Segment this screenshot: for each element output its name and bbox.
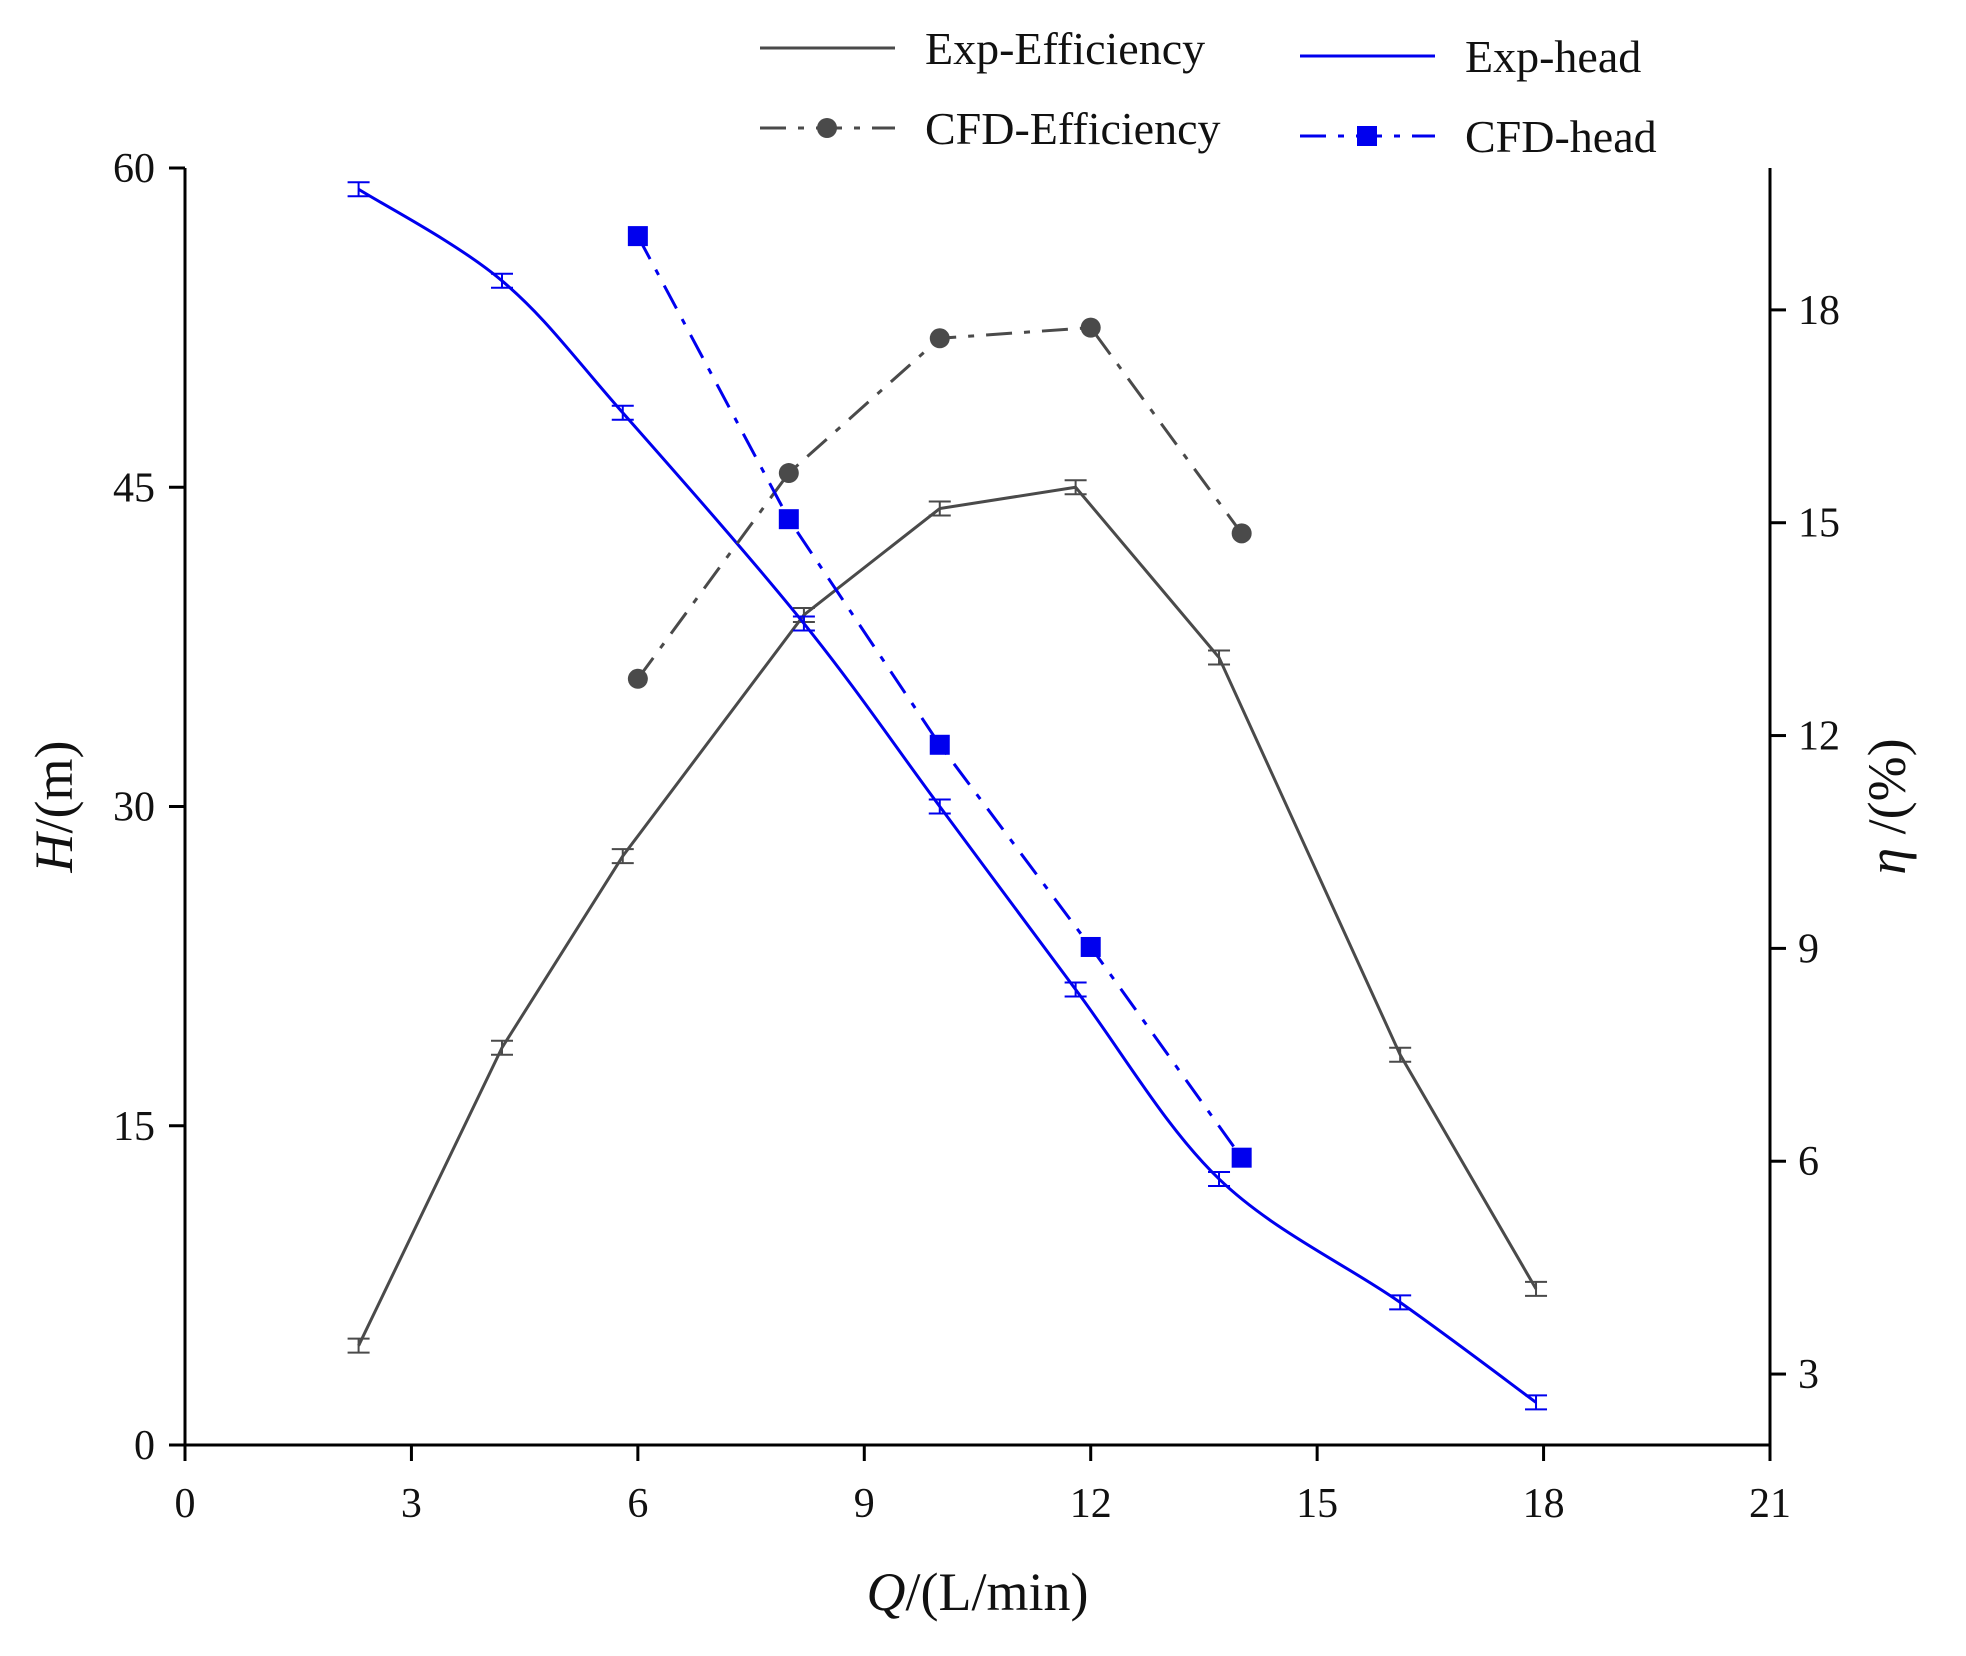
legend-label-exp-efficiency: Exp-Efficiency (925, 23, 1205, 74)
x-tick-label: 21 (1749, 1481, 1791, 1527)
y-right-axis-title-symbol: η (1857, 848, 1917, 875)
y-left-axis-title: H/(m) (24, 741, 84, 874)
legend-label-cfd-efficiency: CFD-Efficiency (925, 103, 1221, 154)
data-point-cfd-head (627, 226, 648, 247)
data-point-cfd-head (1080, 936, 1101, 957)
y-left-axis-title-unit: /(m) (24, 741, 84, 834)
data-point-cfd-efficiency (1231, 523, 1252, 544)
data-point-cfd-head (929, 734, 950, 755)
data-point-cfd-efficiency (627, 668, 648, 689)
data-point-cfd-efficiency (1080, 317, 1101, 338)
x-tick-label: 18 (1523, 1481, 1565, 1527)
y-right-axis-title-unit: /(%) (1857, 738, 1917, 847)
x-tick-label: 6 (627, 1481, 648, 1527)
data-point-cfd-efficiency (778, 463, 799, 484)
y-right-tick-label: 18 (1798, 288, 1840, 334)
legend: Exp-Efficiency Exp-head CFD-Efficiency CFD-… (760, 23, 1657, 162)
y-left-tick-label: 0 (134, 1423, 155, 1469)
series-line-exp-efficiency (357, 485, 1538, 1347)
y-left-tick-label: 60 (113, 146, 155, 192)
x-tick-label: 3 (401, 1481, 422, 1527)
data-point-cfd-efficiency (929, 328, 950, 349)
x-tick-label: 12 (1070, 1481, 1112, 1527)
x-tick-label: 9 (854, 1481, 875, 1527)
y-right-tick-label: 15 (1798, 501, 1840, 547)
plot-series (347, 181, 1548, 1411)
legend-marker-cfd-efficiency (817, 118, 837, 138)
legend-marker-cfd-head (1357, 126, 1377, 146)
x-axis-title: Q/(L/min) (867, 1562, 1089, 1622)
y-right-tick-label: 9 (1798, 926, 1819, 972)
series-line-exp-head (357, 188, 1537, 1404)
legend-label-cfd-head: CFD-head (1465, 111, 1657, 162)
y-left-tick-label: 30 (113, 785, 155, 831)
y-left-tick-label: 45 (113, 465, 155, 511)
series-line-cfd-head (636, 235, 1243, 1159)
y-left-axis-title-symbol: H (24, 830, 84, 873)
y-right-axis-title: η /(%) (1857, 738, 1917, 874)
data-point-cfd-head (1231, 1147, 1252, 1168)
x-tick-label: 0 (175, 1481, 196, 1527)
x-axis-title-unit: /(L/min) (906, 1562, 1089, 1622)
axes: 0 3 6 9 12 15 18 21 0 15 30 45 60 3 6 9 12 15 18 Q/(L/min) H… (24, 146, 1917, 1622)
x-axis-title-symbol: Q (867, 1562, 906, 1622)
y-right-tick-label: 12 (1798, 714, 1840, 760)
y-right-tick-label: 6 (1798, 1139, 1819, 1185)
legend-label-exp-head: Exp-head (1465, 31, 1641, 82)
y-right-tick-label: 3 (1798, 1352, 1819, 1398)
y-left-tick-label: 15 (113, 1104, 155, 1150)
x-tick-label: 15 (1296, 1481, 1338, 1527)
data-point-cfd-head (778, 509, 799, 530)
